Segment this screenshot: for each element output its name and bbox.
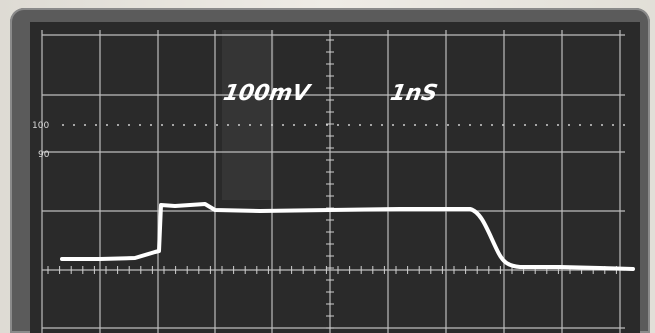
oscilloscope-screen (30, 22, 640, 333)
time-per-div-label: 1nS (388, 80, 439, 106)
graticule-ticks (47, 39, 617, 329)
scale-label-100: 100 (32, 121, 49, 131)
screen-glare (222, 30, 274, 200)
graticule-grid (41, 30, 625, 333)
pulse-waveform-trace (60, 202, 635, 271)
volts-per-div-label: 100mV (221, 80, 313, 106)
scale-label-90: 90 (38, 150, 50, 160)
